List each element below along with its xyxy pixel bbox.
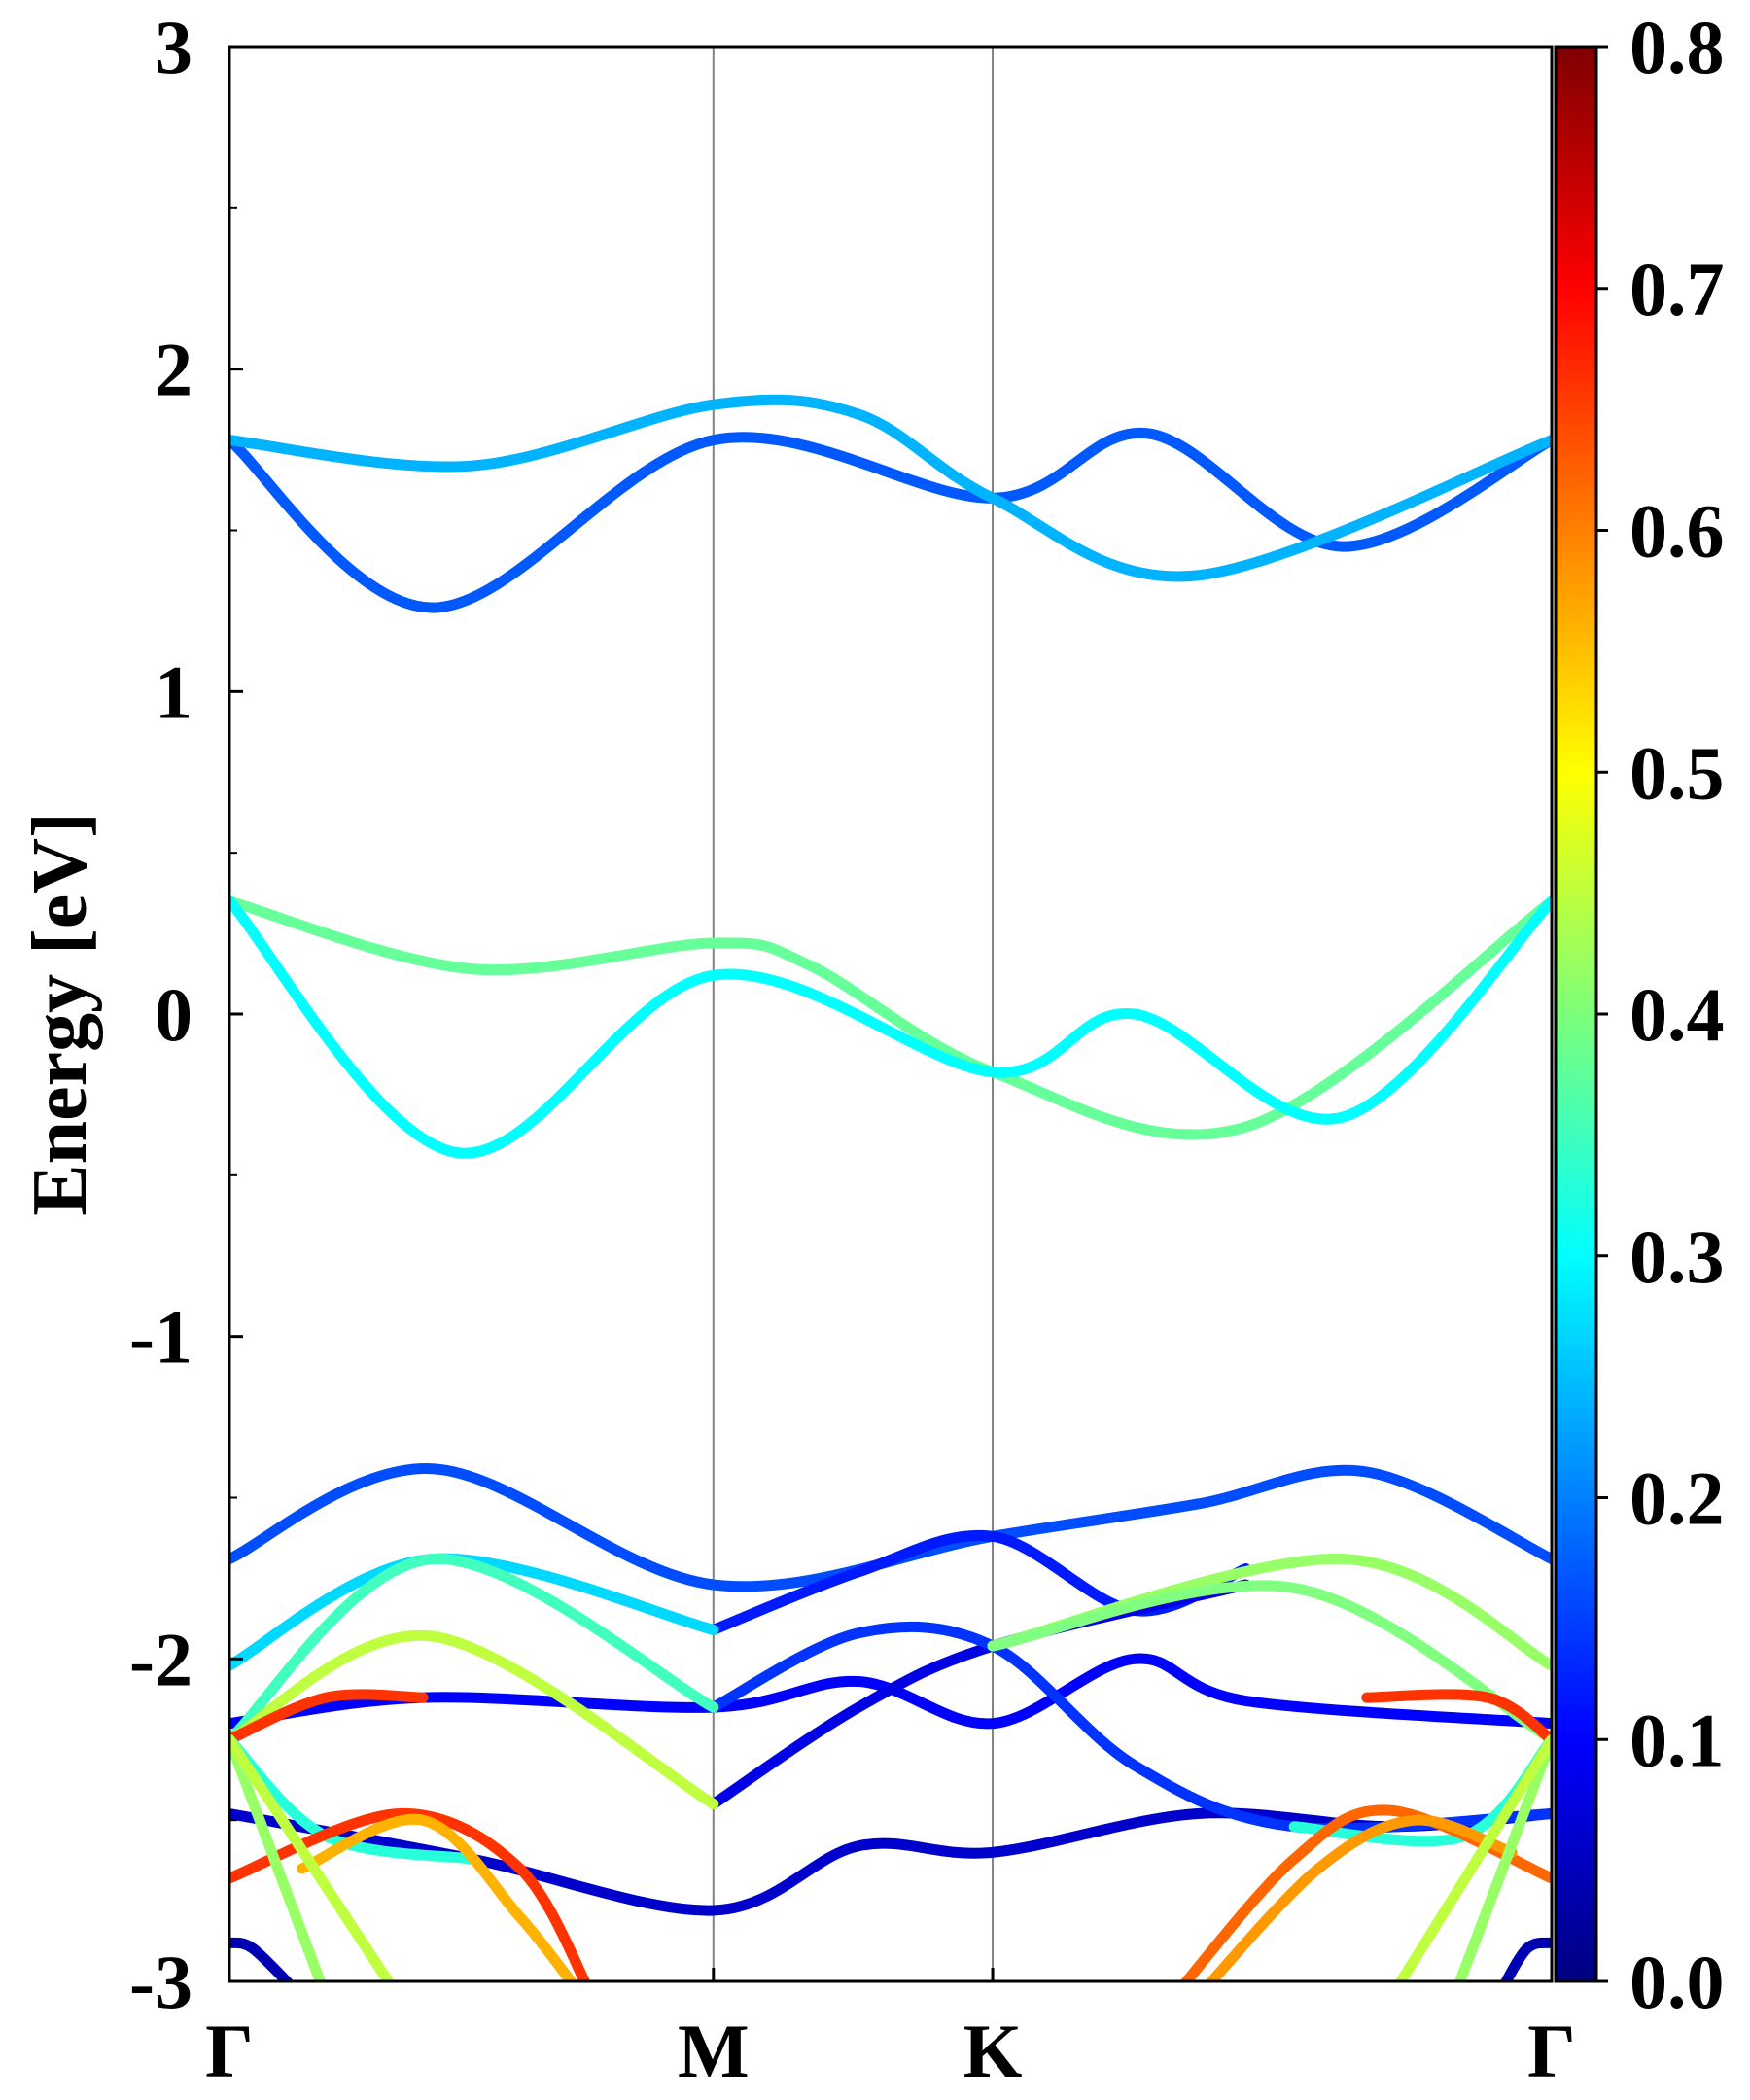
kpoint-label: Γ [1527,2009,1576,2093]
kpoint-label: M [678,2009,750,2093]
bands-group [229,394,1552,1981]
colorbar-tick-label: 0.2 [1629,1456,1725,1541]
y-tick-label: 0 [155,972,192,1057]
y-axis-title: Energy [eV] [18,812,103,1215]
band-28 [1499,1937,1552,1981]
colorbar-tick-label: 0.8 [1629,5,1725,89]
band-0 [229,427,1552,613]
band-1 [229,394,1552,582]
band-16 [1361,1689,1552,1745]
band-27 [229,1937,295,1981]
y-tick-label: -1 [129,1295,192,1380]
colorbar-ticks: 0.0 0.1 0.2 0.3 0.4 0.5 0.6 0.7 0.8 [1596,5,1725,2024]
band-19 [229,1807,591,1981]
band-2 [229,895,1552,1140]
kpoint-label: Γ [205,2009,254,2093]
y-tick-label: 2 [155,328,192,412]
y-tick-label: -3 [129,1940,192,2024]
colorbar-tick-label: 0.1 [1629,1698,1725,1782]
colorbar-tick-label: 0.4 [1629,972,1725,1057]
band-13 [987,1553,1552,1671]
y-tick-label: 3 [155,5,192,89]
band-4 [229,1463,1552,1592]
band-26 [1394,1733,1552,1981]
y-tick-label: 1 [155,649,192,734]
colorbar-tick-label: 0.3 [1629,1214,1725,1299]
colorbar-tick-label: 0.0 [1629,1940,1725,2024]
k-point-vertical-lines [712,47,995,1981]
band-24 [229,1733,395,1981]
band-15 [229,1689,429,1745]
colorbar-tick-label: 0.5 [1629,730,1725,815]
band-20 [297,1813,578,1981]
band-5 [229,1653,1552,1730]
band-11 [229,1553,719,1745]
kpoint-label: K [963,2009,1023,2093]
colorbar-tick-label: 0.6 [1629,489,1725,574]
band-22 [1205,1814,1518,1981]
y-axis-ticks: -3 -2 -1 0 1 2 3 [129,5,243,2024]
y-tick-label: -2 [129,1617,192,1701]
band-3 [229,895,1552,1159]
band-12 [229,1629,719,1810]
band-9 [708,1621,1552,1835]
colorbar-gradient [1554,45,1598,1983]
colorbar: 0.0 0.1 0.2 0.3 0.4 0.5 0.6 0.7 0.8 [1554,5,1725,2024]
colorbar-tick-label: 0.7 [1629,247,1725,332]
